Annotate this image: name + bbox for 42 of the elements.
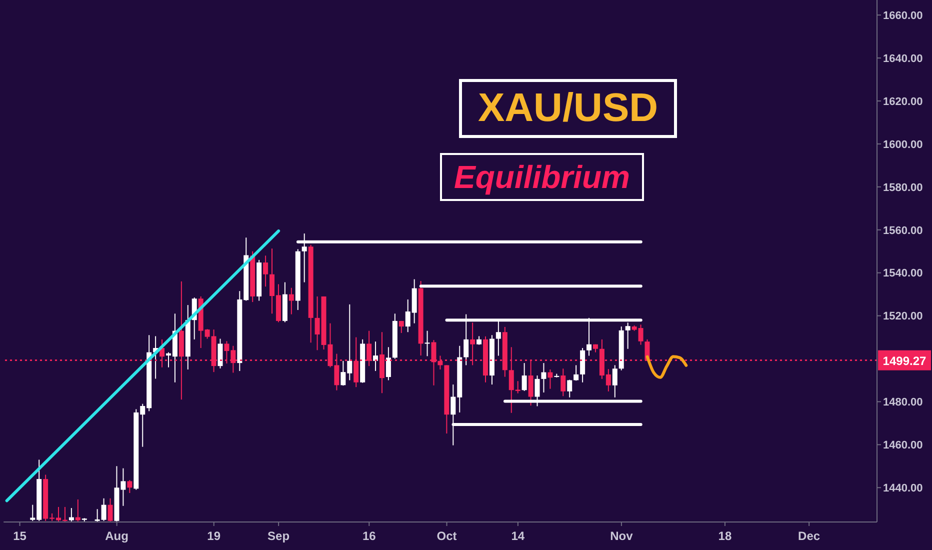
x-tick-label: Sep [268, 529, 290, 543]
x-tick-label: 19 [207, 529, 221, 543]
candlestick [127, 480, 132, 494]
candlestick [288, 287, 294, 315]
candlestick [263, 255, 268, 288]
y-tick-label: 1560.00 [883, 224, 923, 237]
candlestick [398, 320, 404, 334]
candlestick [574, 364, 579, 382]
candlestick [68, 508, 74, 522]
y-tick-label: 1520.00 [883, 310, 923, 323]
candlestick [522, 362, 527, 392]
x-tick-label: 18 [718, 529, 732, 543]
x-tick-label: Oct [436, 529, 457, 543]
candlestick [108, 498, 113, 522]
candlestick [424, 330, 430, 357]
x-tick-label: 16 [362, 529, 376, 543]
x-tick-label: 15 [13, 529, 27, 543]
y-tick-label: 1460.00 [883, 440, 923, 452]
candlestick [567, 379, 572, 398]
candlestick [218, 338, 223, 369]
candlestick [612, 364, 618, 398]
x-tick-label: Dec [798, 529, 820, 543]
title-frame: XAU/USD [459, 79, 677, 138]
y-tick-label: 1620.00 [883, 96, 923, 108]
y-tick-label: 1660.00 [883, 10, 923, 22]
candlestick [75, 498, 80, 522]
candlestick [560, 368, 566, 397]
x-tick-label: Nov [610, 529, 634, 543]
candlestick [541, 362, 546, 393]
x-tick-label: Aug [105, 529, 128, 543]
y-tick-label: 1480.00 [883, 396, 923, 409]
ref-line-label: 1499.27 [882, 354, 927, 368]
y-tick-label: 1580.00 [883, 182, 923, 194]
x-tick-label: 14 [511, 529, 525, 543]
candlestick [386, 346, 391, 381]
y-tick-label: 1600.00 [883, 138, 923, 151]
candlestick [373, 341, 378, 372]
y-tick-label: 1640.00 [883, 52, 923, 65]
y-tick-label: 1440.00 [883, 482, 923, 495]
y-tick-label: 1540.00 [883, 268, 923, 280]
candlestick [548, 368, 553, 390]
subtitle-frame: Equilibrium [440, 153, 644, 201]
